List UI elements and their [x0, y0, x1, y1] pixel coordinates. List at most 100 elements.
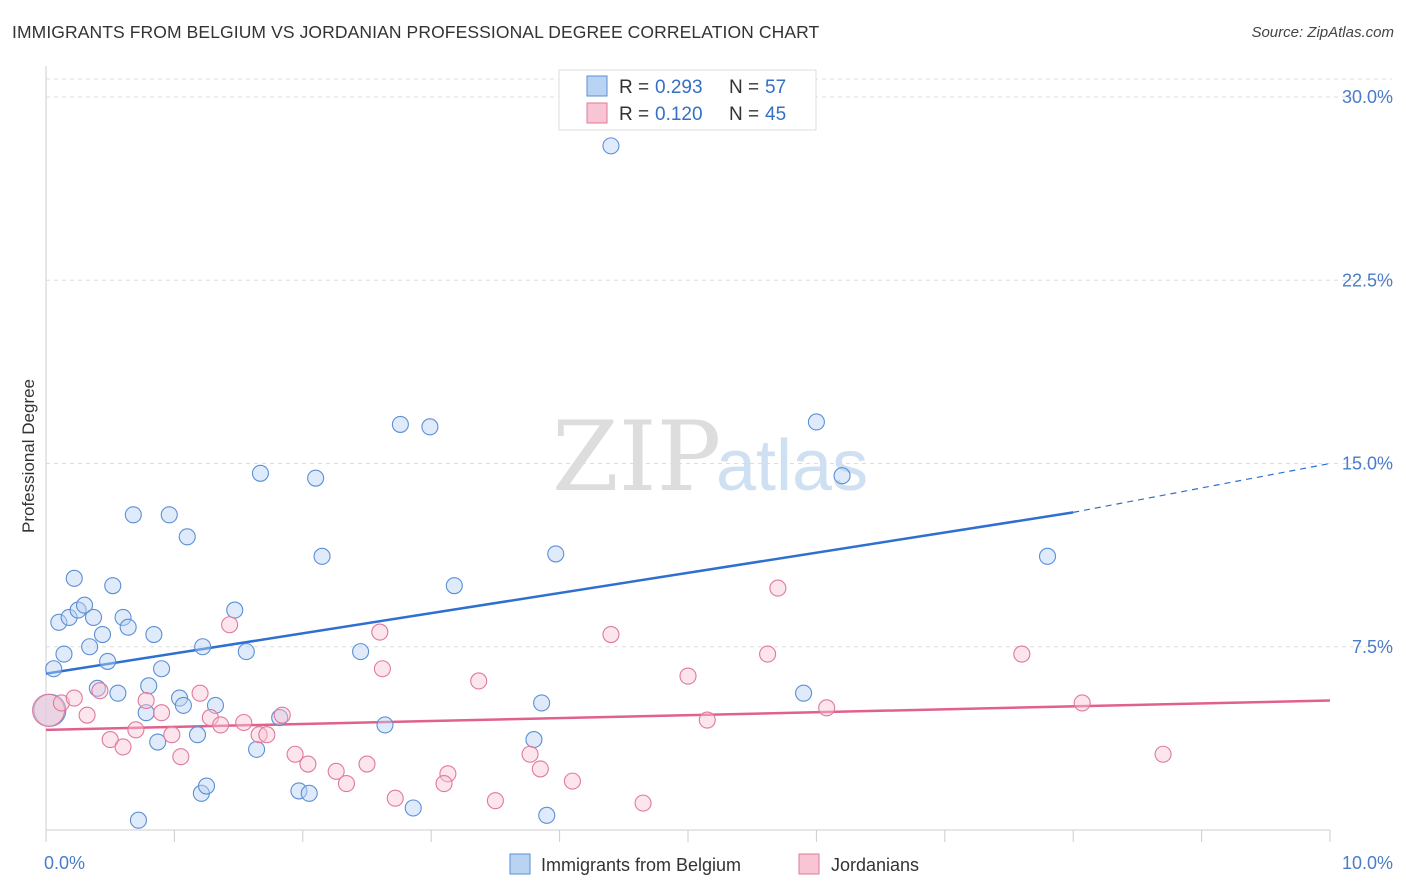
point-jordan-7	[127, 721, 145, 739]
legend-n-value-jordan: 45	[765, 104, 786, 125]
point-belgium-46	[421, 418, 439, 436]
point-belgium-9	[84, 608, 103, 626]
point-jordan-37	[679, 667, 697, 685]
tick-labels: 7.5% 15.0% 22.5% 30.0% 0.0% 10.0%	[44, 87, 1393, 873]
point-belgium-54	[807, 413, 825, 431]
legend-bottom: Immigrants from Belgium Jordanians	[509, 853, 919, 875]
legend-n-label-jordan: N =	[729, 104, 759, 125]
point-belgium-20	[140, 677, 158, 695]
point-belgium-28	[188, 726, 207, 744]
point-jordan-6	[114, 738, 132, 756]
point-belgium-52	[602, 137, 620, 155]
bottom-legend-swatch-belgium	[509, 853, 531, 875]
legend-top: R = 0.293 N = 57 R = 0.120 N = 45	[558, 69, 817, 131]
point-jordan-21	[299, 755, 317, 773]
point-belgium-43	[376, 716, 394, 734]
y-tick-label-3: 30.0%	[1342, 87, 1393, 107]
point-belgium-5	[65, 569, 83, 587]
point-belgium-49	[533, 694, 551, 712]
point-belgium-3	[55, 645, 73, 663]
legend-r-value-belgium: 0.293	[655, 77, 703, 98]
point-belgium-40	[307, 469, 325, 487]
chart-title: IMMIGRANTS FROM BELGIUM VS JORDANIAN PRO…	[12, 22, 820, 42]
point-belgium-47	[445, 577, 463, 595]
point-jordan-33	[531, 760, 549, 778]
point-belgium-45	[404, 799, 422, 817]
point-belgium-23	[153, 660, 171, 678]
point-belgium-24	[160, 506, 178, 524]
point-belgium-33	[226, 601, 244, 619]
y-tick-label-0: 7.5%	[1352, 637, 1393, 657]
point-jordan-23	[337, 775, 356, 793]
point-belgium-39	[300, 784, 318, 802]
point-belgium-53	[795, 684, 813, 702]
point-jordan-14	[212, 716, 230, 734]
legend-n-label-belgium: N =	[729, 77, 759, 98]
point-jordan-18	[258, 726, 276, 744]
x-tick-label-1: 10.0%	[1342, 853, 1393, 873]
point-jordan-32	[521, 745, 539, 763]
point-jordan-44	[1154, 745, 1172, 763]
gridlines	[46, 78, 1392, 648]
point-jordan-27	[386, 789, 404, 807]
point-jordan-31	[486, 792, 504, 810]
point-belgium-12	[99, 652, 117, 670]
point-jordan-40	[769, 579, 787, 597]
point-jordan-42	[1013, 645, 1031, 663]
trendline-jordan	[45, 699, 1331, 732]
point-belgium-8	[81, 638, 99, 656]
point-jordan-38	[698, 711, 716, 729]
point-belgium-16	[119, 618, 137, 636]
legend-r-value-jordan: 0.120	[655, 104, 703, 125]
point-belgium-41	[313, 547, 331, 565]
point-belgium-1	[45, 660, 63, 678]
point-jordan-20	[286, 745, 304, 763]
point-jordan-8	[137, 691, 155, 710]
point-belgium-14	[109, 684, 127, 702]
point-belgium-48	[525, 731, 543, 749]
point-belgium-30	[197, 777, 216, 795]
point-jordan-28	[439, 765, 457, 783]
point-jordan-16	[235, 713, 253, 732]
point-belgium-55	[833, 467, 851, 485]
trendline-belgium	[45, 511, 1074, 675]
point-belgium-19	[137, 704, 155, 722]
point-jordan-19	[273, 706, 291, 724]
point-jordan-25	[371, 623, 389, 641]
point-jordan-9	[153, 704, 171, 722]
point-belgium-21	[145, 625, 163, 644]
legend-n-value-belgium: 57	[765, 77, 786, 98]
point-belgium-38	[290, 782, 308, 800]
point-jordan-41	[818, 699, 836, 717]
point-belgium-56	[1038, 547, 1057, 565]
point-belgium-27	[178, 528, 196, 546]
point-jordan-15	[221, 616, 239, 634]
bottom-legend-label-jordan: Jordanians	[831, 855, 919, 875]
point-belgium-13	[104, 577, 122, 595]
legend-swatch-belgium	[586, 75, 608, 97]
point-jordan-39	[759, 645, 777, 663]
point-jordan-11	[172, 748, 190, 766]
point-belgium-31	[194, 638, 212, 656]
point-belgium-50	[538, 806, 556, 824]
point-belgium-11	[93, 625, 112, 644]
watermark-zip: ZIP	[552, 401, 721, 513]
point-jordan-29	[435, 775, 453, 793]
x-tick-label-0: 0.0%	[44, 853, 85, 873]
point-belgium-17	[124, 506, 142, 524]
watermark-atlas: atlas	[716, 426, 868, 506]
bottom-legend-label-belgium: Immigrants from Belgium	[541, 855, 741, 875]
legend-r-label-jordan: R =	[619, 104, 649, 125]
point-jordan-30	[470, 672, 488, 690]
point-jordan-35	[602, 625, 620, 644]
y-tick-label-1: 15.0%	[1342, 454, 1393, 474]
point-jordan-34	[563, 772, 581, 790]
point-belgium-51	[547, 545, 565, 563]
point-jordan-4	[91, 682, 109, 700]
point-belgium-15	[114, 608, 132, 626]
source-label: Source: ZipAtlas.com	[1251, 24, 1394, 41]
point-belgium-37	[271, 709, 289, 727]
scatter-points	[32, 137, 1172, 829]
point-jordan-5	[101, 731, 119, 749]
point-jordan-22	[327, 762, 345, 780]
